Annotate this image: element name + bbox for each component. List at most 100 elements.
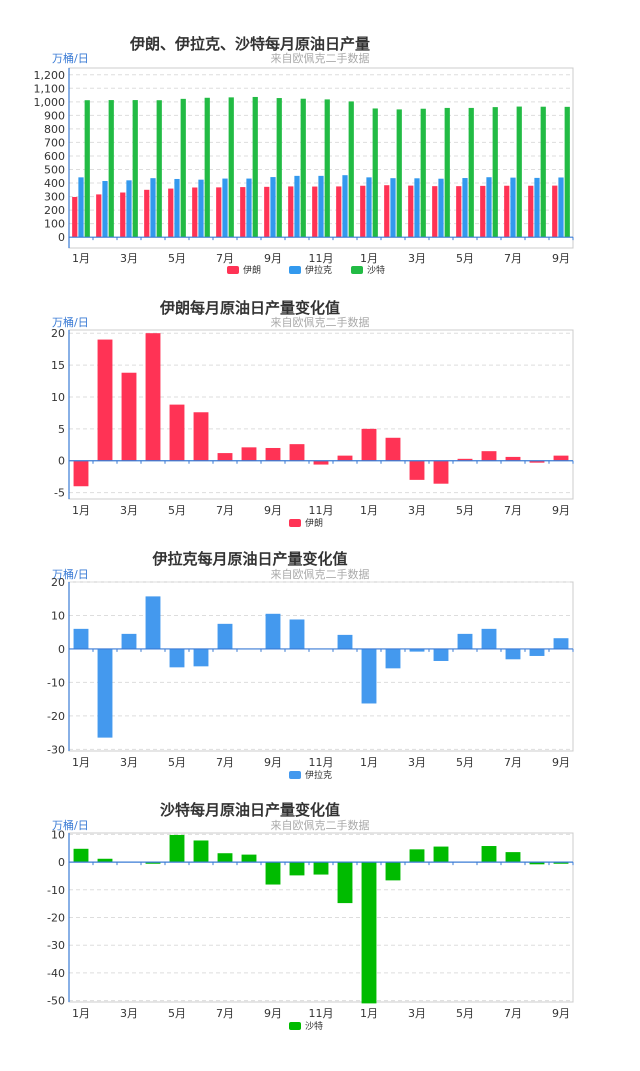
bar-伊朗-15[interactable] (409, 460, 425, 480)
bar-伊拉克-4[interactable] (145, 596, 161, 649)
bar-伊朗-19[interactable] (504, 185, 510, 238)
bar-沙特-19[interactable] (516, 106, 522, 238)
bar-沙特-2[interactable] (108, 100, 114, 238)
legend-item-沙特[interactable]: 沙特 (351, 264, 385, 276)
bar-沙特-20[interactable] (529, 862, 545, 865)
bar-伊拉克-8[interactable] (246, 178, 252, 238)
bar-沙特-8[interactable] (252, 96, 258, 238)
bar-伊朗-7[interactable] (216, 187, 222, 238)
legend-item-伊拉克[interactable]: 伊拉克 (289, 264, 332, 276)
bar-伊拉克-15[interactable] (414, 178, 420, 238)
bar-伊朗-6[interactable] (192, 187, 198, 238)
bar-沙特-13[interactable] (361, 862, 377, 1004)
bar-伊朗-17[interactable] (457, 458, 473, 461)
bar-伊拉克-14[interactable] (390, 178, 396, 238)
bar-沙特-6[interactable] (193, 840, 209, 863)
bar-伊朗-2[interactable] (96, 194, 102, 238)
bar-沙特-14[interactable] (396, 109, 402, 238)
legend-item-伊朗[interactable]: 伊朗 (289, 517, 323, 529)
bar-伊朗-11[interactable] (312, 186, 318, 238)
bar-伊朗-11[interactable] (313, 460, 329, 465)
bar-伊朗-12[interactable] (336, 186, 342, 238)
bar-伊朗-7[interactable] (217, 453, 233, 461)
bar-伊拉克-5[interactable] (174, 178, 180, 238)
bar-伊拉克-7[interactable] (217, 623, 233, 649)
bar-沙特-12[interactable] (337, 862, 353, 904)
bar-伊拉克-10[interactable] (289, 619, 305, 649)
bar-伊朗-3[interactable] (121, 372, 137, 461)
bar-沙特-18[interactable] (481, 846, 497, 863)
bar-伊拉克-10[interactable] (294, 175, 300, 238)
bar-伊朗-18[interactable] (481, 451, 497, 461)
bar-伊朗-5[interactable] (168, 188, 174, 238)
bar-伊拉克-1[interactable] (78, 177, 84, 238)
bar-沙特-14[interactable] (385, 862, 401, 881)
bar-伊拉克-14[interactable] (385, 648, 401, 669)
bar-沙特-13[interactable] (372, 108, 378, 238)
legend-item-伊朗[interactable]: 伊朗 (227, 264, 261, 276)
bar-沙特-10[interactable] (289, 862, 305, 876)
bar-伊朗-4[interactable] (145, 333, 161, 461)
bar-伊拉克-4[interactable] (150, 178, 156, 238)
bar-沙特-21[interactable] (553, 862, 569, 864)
bar-伊拉克-20[interactable] (534, 177, 540, 238)
bar-伊拉克-16[interactable] (433, 648, 449, 661)
bar-沙特-3[interactable] (132, 100, 138, 238)
bar-伊朗-20[interactable] (528, 185, 534, 238)
bar-伊拉克-19[interactable] (505, 648, 521, 660)
bar-伊拉克-15[interactable] (409, 648, 425, 652)
bar-伊朗-14[interactable] (384, 185, 390, 238)
bar-伊拉克-20[interactable] (529, 648, 545, 656)
bar-沙特-11[interactable] (313, 862, 329, 875)
bar-伊朗-16[interactable] (433, 460, 449, 484)
bar-伊拉克-13[interactable] (366, 177, 372, 238)
bar-沙特-2[interactable] (97, 858, 113, 863)
bar-伊朗-15[interactable] (408, 185, 414, 238)
bar-伊朗-9[interactable] (264, 186, 270, 238)
bar-伊朗-14[interactable] (385, 437, 401, 461)
bar-沙特-1[interactable] (73, 848, 89, 863)
bar-伊拉克-17[interactable] (457, 633, 473, 649)
bar-伊拉克-9[interactable] (270, 177, 276, 238)
bar-沙特-1[interactable] (84, 100, 90, 238)
bar-沙特-5[interactable] (169, 834, 185, 863)
bar-沙特-4[interactable] (145, 862, 161, 864)
bar-伊拉克-3[interactable] (126, 180, 132, 238)
bar-沙特-20[interactable] (540, 106, 546, 238)
bar-沙特-7[interactable] (217, 853, 233, 863)
bar-伊朗-13[interactable] (361, 428, 377, 461)
bar-伊朗-4[interactable] (144, 189, 150, 238)
bar-伊拉克-2[interactable] (102, 181, 108, 238)
bar-伊拉克-12[interactable] (337, 634, 353, 649)
legend-item-伊拉克[interactable]: 伊拉克 (289, 769, 332, 781)
bar-沙特-5[interactable] (180, 98, 186, 238)
bar-伊朗-20[interactable] (529, 460, 545, 463)
bar-伊朗-13[interactable] (360, 185, 366, 238)
bar-伊拉克-13[interactable] (361, 648, 377, 704)
bar-伊朗-1[interactable] (73, 460, 89, 487)
bar-伊朗-3[interactable] (120, 192, 126, 238)
bar-沙特-19[interactable] (505, 852, 521, 863)
bar-伊拉克-19[interactable] (510, 177, 516, 238)
bar-伊朗-2[interactable] (97, 339, 113, 461)
bar-沙特-6[interactable] (204, 97, 210, 238)
bar-伊拉克-17[interactable] (462, 178, 468, 238)
bar-伊朗-10[interactable] (288, 186, 294, 238)
bar-伊朗-17[interactable] (456, 186, 462, 238)
bar-伊朗-21[interactable] (552, 185, 558, 238)
bar-沙特-9[interactable] (265, 862, 281, 885)
bar-伊拉克-21[interactable] (558, 177, 564, 238)
bar-沙特-18[interactable] (492, 107, 498, 238)
bar-伊朗-12[interactable] (337, 455, 353, 461)
bar-伊拉克-12[interactable] (342, 175, 348, 238)
bar-伊拉克-11[interactable] (318, 175, 324, 238)
bar-伊拉克-18[interactable] (486, 177, 492, 238)
bar-伊拉克-1[interactable] (73, 628, 89, 649)
bar-伊拉克-5[interactable] (169, 648, 185, 668)
bar-伊朗-1[interactable] (72, 196, 78, 238)
bar-沙特-7[interactable] (228, 97, 234, 238)
bar-伊朗-10[interactable] (289, 444, 305, 461)
bar-伊朗-19[interactable] (505, 456, 521, 461)
bar-沙特-11[interactable] (324, 99, 330, 238)
bar-伊拉克-16[interactable] (438, 178, 444, 238)
